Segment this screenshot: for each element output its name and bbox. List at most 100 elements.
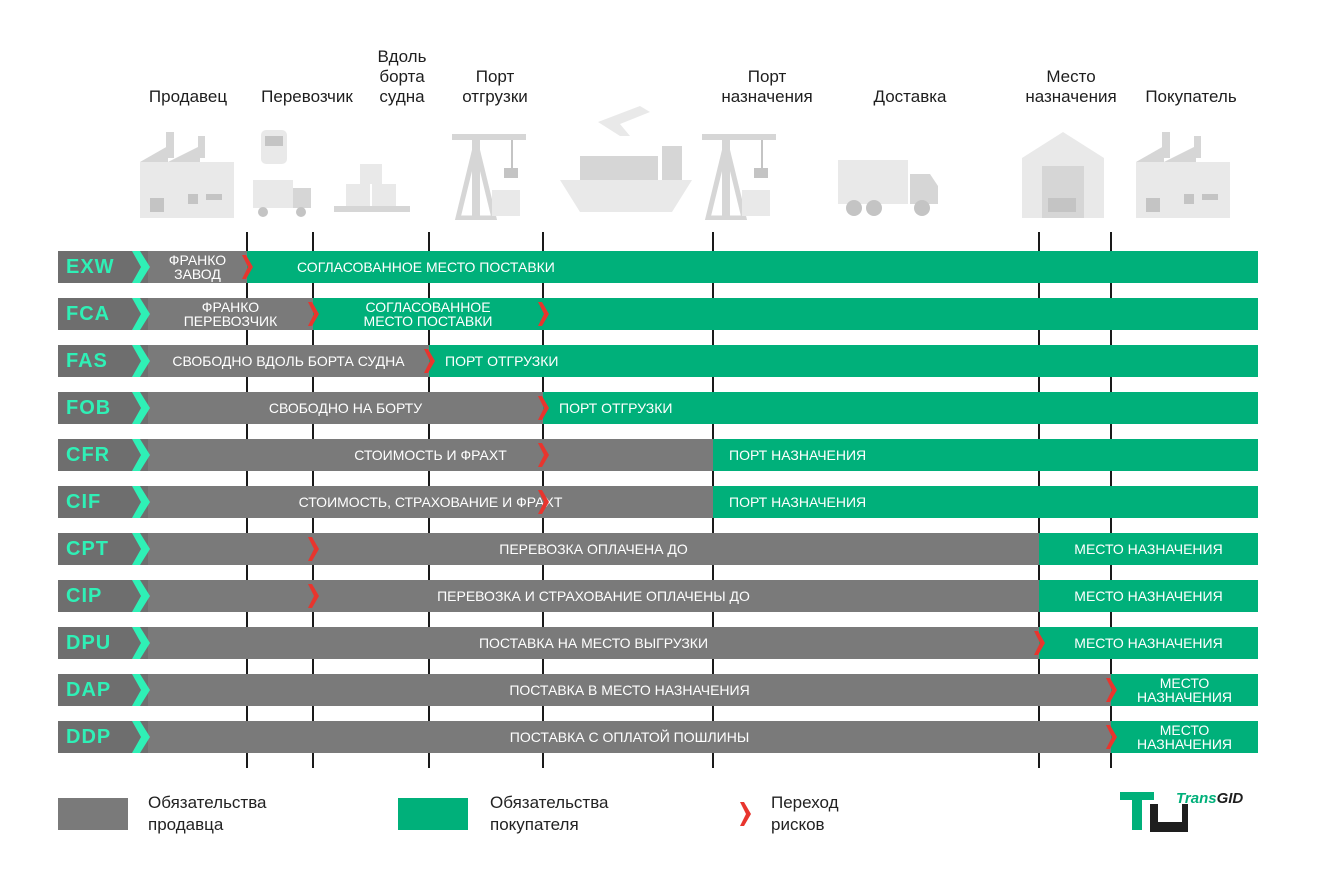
risk-transfer-icon — [1106, 674, 1118, 711]
incoterm-row-exw: EXW ФРАНКО ЗАВОД СОГЛАСОВАННОЕ МЕСТО ПОСТА… — [58, 251, 1258, 283]
incoterm-code-text: FOB — [66, 397, 112, 419]
seller-obligation-bar — [148, 439, 713, 471]
incoterm-row-dap: DAP ПОСТАВКА В МЕСТО НАЗНАЧЕНИЯ МЕСТО НАЗН… — [58, 674, 1258, 706]
segment-label: ПОРТ НАЗНАЧЕНИЯ — [729, 494, 867, 510]
incoterm-row-cif: CIF СТОИМОСТЬ, СТРАХОВАНИЕ И ФРАХТ ПОРТ НА… — [58, 486, 1258, 518]
seller-obligation-bar — [148, 251, 247, 283]
risk-transfer-icon — [1106, 721, 1118, 758]
seller-obligation-bar — [148, 392, 543, 424]
segment-label: МЕСТО НАЗНАЧЕНИЯ — [1074, 588, 1223, 604]
legend-buyer-swatch — [398, 798, 468, 830]
buyer-obligation-bar — [543, 392, 1258, 424]
incoterm-code: CPT — [58, 533, 148, 565]
segment-label: МЕСТО НАЗНАЧЕНИЯ — [1074, 635, 1223, 651]
incoterm-row-dpu: DPU ПОСТАВКА НА МЕСТО ВЫГРУЗКИ МЕСТО НАЗНА… — [58, 627, 1258, 659]
segment-label: ФРАНКО ПЕРЕВОЗЧИК — [183, 299, 278, 329]
segment-label: ПОСТАВКА В МЕСТО НАЗНАЧЕНИЯ — [509, 682, 750, 698]
incoterm-row-fas: FAS СВОБОДНО ВДОЛЬ БОРТА СУДНА ПОРТ ОТГРУЗ… — [58, 345, 1258, 377]
risk-transfer-icon — [308, 580, 320, 617]
incoterm-row-cip: CIP ПЕРЕВОЗКА И СТРАХОВАНИЕ ОПЛАЧЕНЫ ДО МЕ… — [58, 580, 1258, 612]
risk-transfer-icon — [308, 533, 320, 570]
incoterm-code-text: DAP — [66, 679, 112, 701]
buyer-obligation-bar — [713, 486, 1258, 518]
seller-obligation-bar — [148, 345, 429, 377]
train-truck-icon — [251, 128, 313, 225]
factory-icon — [138, 128, 238, 225]
chevron-icon — [130, 627, 150, 664]
segment-label: МЕСТО НАЗНАЧЕНИЯ — [1136, 722, 1233, 752]
risk-transfer-icon — [1034, 627, 1046, 664]
port-crane-icon — [452, 124, 532, 225]
risk-transfer-icon — [538, 298, 550, 335]
column-label-alongside: Вдоль борта судна — [377, 47, 427, 106]
incoterm-code-text: EXW — [66, 256, 115, 278]
column-label-port-loading: Порт отгрузки — [462, 67, 528, 106]
chevron-icon — [130, 251, 150, 288]
ship-plane-icon — [558, 102, 698, 225]
segment-label: МЕСТО НАЗНАЧЕНИЯ — [1074, 541, 1223, 557]
segment-label: СВОБОДНО НА БОРТУ — [268, 400, 423, 416]
segment-label: ПОРТ ОТГРУЗКИ — [445, 353, 559, 369]
logo-text: TransGID — [1176, 790, 1243, 807]
buyer-obligation-bar — [713, 439, 1258, 471]
incoterm-row-fob: FOB СВОБОДНО НА БОРТУ ПОРТ ОТГРУЗКИ — [58, 392, 1258, 424]
logo-text-trans: Trans — [1176, 790, 1217, 807]
segment-label: ПОСТАВКА С ОПЛАТОЙ ПОШЛИНЫ — [509, 729, 750, 745]
cargo-boxes-icon — [332, 140, 412, 225]
incoterm-row-cfr: CFR СТОИМОСТЬ И ФРАХТ ПОРТ НАЗНАЧЕНИЯ — [58, 439, 1258, 471]
legend-buyer-label: Обязательства покупателя — [490, 793, 609, 834]
incoterm-code: FCA — [58, 298, 148, 330]
incoterm-code: CIP — [58, 580, 148, 612]
legend-risk-icon — [740, 798, 752, 835]
buyer-obligation-bar — [313, 298, 1258, 330]
warehouse-icon — [1020, 128, 1106, 225]
chevron-icon — [130, 721, 150, 758]
transgid-logo — [1120, 790, 1190, 837]
factory-icon — [1134, 128, 1234, 225]
column-label-delivery: Доставка — [873, 87, 947, 106]
buyer-obligation-bar — [1111, 674, 1258, 706]
segment-label: СВОБОДНО ВДОЛЬ БОРТА СУДНА — [172, 353, 405, 369]
incoterm-code-text: CFR — [66, 444, 111, 466]
legend-seller-swatch — [58, 798, 128, 830]
buyer-obligation-bar — [1039, 533, 1258, 565]
segment-label: СТОИМОСТЬ, СТРАХОВАНИЕ И ФРАХТ — [298, 494, 563, 510]
incoterm-code: EXW — [58, 251, 148, 283]
risk-transfer-icon — [424, 345, 436, 382]
incoterm-code-text: CIP — [66, 585, 103, 607]
incoterm-row-fca: FCA ФРАНКО ПЕРЕВОЗЧИК СОГЛАСОВАННОЕ МЕСТО … — [58, 298, 1258, 330]
incoterm-code-text: CIF — [66, 491, 102, 513]
seller-obligation-bar — [148, 533, 1039, 565]
legend-seller-label: Обязательства продавца — [148, 793, 267, 834]
chevron-icon — [130, 392, 150, 429]
segment-label: ФРАНКО ЗАВОД — [168, 252, 227, 282]
seller-obligation-bar — [148, 580, 1039, 612]
buyer-obligation-bar — [1039, 580, 1258, 612]
risk-transfer-icon — [538, 439, 550, 476]
risk-transfer-icon — [242, 251, 254, 288]
incoterm-code: FAS — [58, 345, 148, 377]
incoterm-code: CIF — [58, 486, 148, 518]
chevron-icon — [130, 674, 150, 711]
incoterm-code: CFR — [58, 439, 148, 471]
incoterm-code: DAP — [58, 674, 148, 706]
buyer-obligation-bar — [429, 345, 1258, 377]
chevron-icon — [130, 439, 150, 476]
column-label-buyer: Покупатель — [1145, 87, 1237, 106]
incoterm-code-text: FAS — [66, 350, 108, 372]
risk-transfer-icon — [308, 298, 320, 335]
segment-label: СТОИМОСТЬ И ФРАХТ — [354, 447, 507, 463]
chevron-icon — [130, 533, 150, 570]
incoterm-code: DPU — [58, 627, 148, 659]
incoterm-row-ddp: DDP ПОСТАВКА С ОПЛАТОЙ ПОШЛИНЫ МЕСТО НАЗНА… — [58, 721, 1258, 753]
seller-obligation-bar — [148, 627, 1039, 659]
incoterm-code: DDP — [58, 721, 148, 753]
risk-transfer-icon — [538, 486, 550, 523]
segment-label: ПОРТ НАЗНАЧЕНИЯ — [729, 447, 867, 463]
buyer-obligation-bar — [1111, 721, 1258, 753]
segment-label: ПОСТАВКА НА МЕСТО ВЫГРУЗКИ — [478, 635, 709, 651]
incoterm-row-cpt: CPT ПЕРЕВОЗКА ОПЛАЧЕНА ДО МЕСТО НАЗНАЧЕНИЯ — [58, 533, 1258, 565]
seller-obligation-bar — [148, 721, 1111, 753]
chevron-icon — [130, 486, 150, 523]
